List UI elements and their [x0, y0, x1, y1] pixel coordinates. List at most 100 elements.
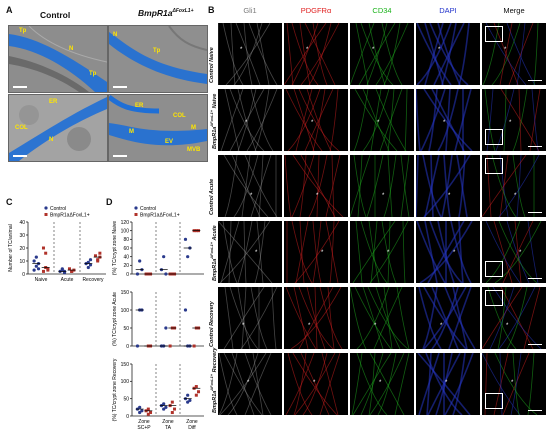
row-label: Control Recovery	[209, 301, 215, 347]
column-header-pdgfr: PDGFRα	[300, 6, 332, 15]
x-tick-label: Recovery	[82, 277, 104, 283]
data-point-mutant	[194, 393, 198, 397]
data-point-mutant	[168, 344, 172, 348]
y-tick-label: 50	[123, 396, 129, 402]
panel-a-control-header: Control	[40, 10, 71, 20]
panel-c-letter: C	[6, 197, 13, 207]
micrograph-tile: *	[284, 287, 348, 349]
legend-control-marker	[44, 206, 48, 210]
micrograph-tile: *	[350, 155, 414, 217]
y-tick-label: 40	[123, 254, 129, 260]
panel-b-letter: B	[208, 5, 215, 15]
y-tick-label: 0	[126, 414, 129, 420]
data-point-control	[32, 268, 36, 272]
data-point-control	[86, 265, 90, 270]
micrograph-tile: *	[416, 23, 480, 85]
micrograph-tile: *	[416, 89, 480, 151]
y-tick-label: 20	[123, 263, 129, 269]
micrograph-tile: *	[350, 89, 414, 151]
data-point-control	[162, 402, 166, 406]
data-point-mutant	[197, 390, 201, 394]
micrograph-tile: *	[284, 353, 348, 415]
data-point-control	[138, 410, 142, 415]
y-tick-label: 50	[123, 326, 129, 332]
panel-a-mutant-header: BmpR1aΔFoxL1+	[138, 8, 194, 18]
data-point-mutant	[67, 267, 71, 271]
y-tick-label: 40	[19, 220, 25, 226]
micrograph-tile: *	[416, 353, 480, 415]
data-point-mutant	[41, 246, 45, 250]
data-point-control	[164, 272, 168, 276]
row-label: Control Acute	[209, 178, 215, 215]
micrograph-tile: *	[284, 23, 348, 85]
micrograph-tile: *	[284, 89, 348, 151]
panel-a-letter: A	[6, 5, 13, 15]
x-tick-label: TA	[165, 425, 172, 431]
row-label: BmpR1aΔFoxL1+ Naive	[209, 93, 218, 149]
data-point-control	[34, 255, 38, 259]
data-point-mutant	[194, 385, 198, 389]
legend-control-label: Control	[140, 206, 156, 212]
micrograph-tile: *	[350, 353, 414, 415]
data-point-mutant	[170, 411, 174, 415]
column-header-dapi: DAPI	[439, 6, 457, 15]
data-point-control	[88, 263, 93, 267]
data-point-control	[62, 271, 67, 275]
data-point-control	[188, 398, 192, 402]
micrograph-tile: *	[350, 287, 414, 349]
legend-mutant-label: BmpR1aΔFoxL1+	[50, 213, 90, 219]
data-point-control	[135, 272, 140, 276]
micrograph-tile: *	[416, 155, 480, 217]
micrograph-tile: *	[284, 155, 348, 217]
y-tick-label: 120	[121, 220, 130, 226]
micrograph-tile: *	[416, 287, 480, 349]
em-image-control-bottom: ER COL N	[8, 94, 108, 162]
micrograph-tile: *	[482, 155, 546, 217]
data-point-mutant	[192, 344, 196, 348]
data-point-mutant	[93, 254, 97, 258]
micrograph-tile: *	[218, 287, 282, 349]
em-image-control-top: Tp N Tp	[8, 25, 108, 93]
micrograph-tile: *	[218, 23, 282, 85]
data-point-mutant	[46, 267, 50, 271]
y-tick-label: 100	[121, 379, 130, 385]
micrograph-tile: *	[218, 353, 282, 415]
data-point-mutant	[96, 258, 100, 262]
data-point-control	[186, 400, 190, 404]
legend-control-marker	[134, 206, 138, 210]
x-tick-label: Zone	[162, 419, 174, 425]
data-point-control	[183, 237, 188, 241]
micrograph-tile: *	[482, 221, 546, 283]
column-header-merge: Merge	[503, 6, 525, 15]
data-point-mutant	[44, 251, 48, 255]
y-tick-label: 0	[126, 344, 129, 350]
column-header-gli1: Gli1	[243, 6, 257, 15]
micrograph-tile: *	[218, 221, 282, 283]
data-point-control	[138, 259, 142, 263]
data-point-control	[138, 405, 142, 409]
y-tick-label: 100	[121, 228, 130, 234]
data-point-mutant	[41, 269, 45, 273]
x-tick-label: Naive	[35, 277, 48, 283]
x-tick-label: Zone	[186, 419, 198, 425]
y-tick-label: 20	[19, 246, 25, 252]
y-tick-label: 0	[126, 272, 129, 278]
row-label: BmpR1aΔFoxL1+ Recovery	[209, 347, 218, 413]
micrograph-tile: *	[218, 89, 282, 151]
data-point-control	[140, 409, 144, 413]
micrograph-tile: *	[482, 23, 546, 85]
data-point-control	[135, 344, 140, 348]
y-axis-label: (%) TC/crypt zone Naive	[112, 221, 118, 276]
data-point-mutant	[170, 400, 174, 404]
data-point-control	[164, 326, 168, 330]
x-tick-label: Diff	[188, 425, 196, 431]
x-tick-label: Acute	[61, 277, 74, 283]
em-image-mutant-top: N Tp	[108, 25, 208, 93]
data-point-control	[186, 393, 190, 397]
data-point-control	[86, 260, 90, 264]
y-tick-label: 60	[123, 246, 129, 252]
data-point-control	[183, 308, 188, 312]
data-point-mutant	[98, 251, 102, 255]
micrograph-tile: *	[482, 287, 546, 349]
panel-d-letter: D	[106, 197, 113, 207]
